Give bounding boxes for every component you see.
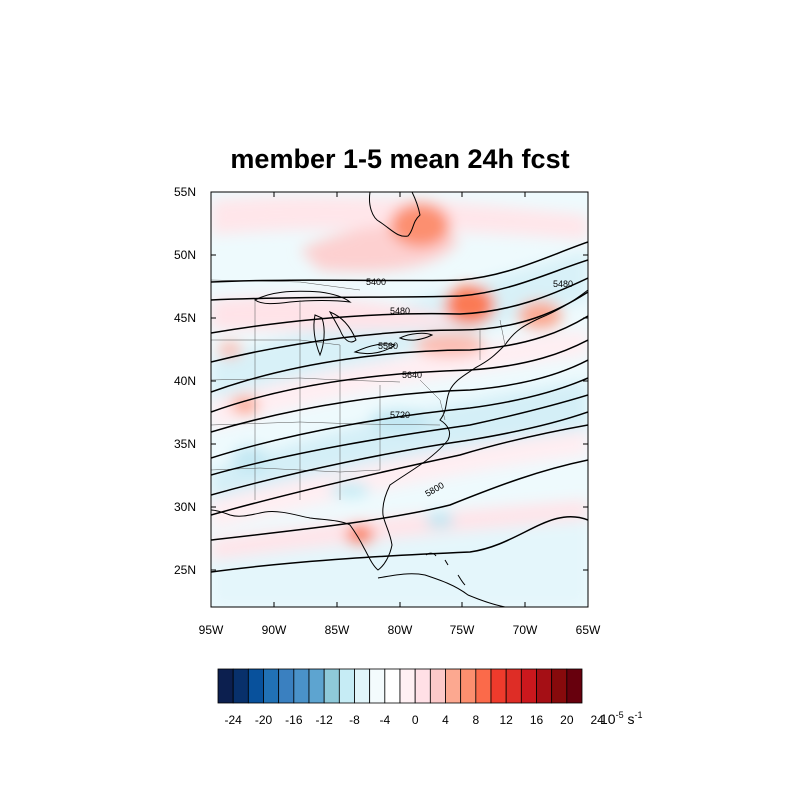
lat-label: 35N: [174, 437, 196, 451]
colorbar-swatch: [384, 668, 401, 704]
colorbar-tick-label: 4: [442, 713, 449, 727]
contour-label: 5720: [390, 410, 410, 420]
colorbar-tick-label: -4: [379, 713, 390, 727]
colorbar-tick-label: 16: [530, 713, 544, 727]
colorbar-swatch: [232, 668, 249, 704]
colorbar-swatch: [505, 668, 522, 704]
lat-label: 40N: [174, 374, 196, 388]
colorbar-swatch: [566, 668, 583, 704]
colorbar-tick-label: 8: [472, 713, 479, 727]
contour-label: 5480: [390, 306, 410, 316]
colorbar-units: 10-5 s-1: [600, 710, 643, 727]
colorbar-swatch: [536, 668, 553, 704]
lat-label: 25N: [174, 563, 196, 577]
colorbar-tick-label: -24: [224, 713, 242, 727]
colorbar-swatch: [308, 668, 325, 704]
colorbar-tick-label: -12: [315, 713, 333, 727]
colorbar-tick-label: -20: [255, 713, 273, 727]
lat-label: 55N: [174, 185, 196, 199]
vorticity-shading: [211, 192, 588, 607]
lon-label: 80W: [388, 623, 413, 637]
colorbar-swatch: [490, 668, 507, 704]
lon-label: 65W: [576, 623, 601, 637]
colorbar-swatch: [323, 668, 340, 704]
colorbar-swatch: [460, 668, 477, 704]
latitude-axis: [211, 191, 588, 571]
lon-label: 70W: [513, 623, 538, 637]
colorbar-swatch: [520, 668, 537, 704]
colorbar-swatch: [551, 668, 568, 704]
colorbar-swatch: [247, 668, 264, 704]
colorbar-tick-label: 0: [412, 713, 419, 727]
colorbar-swatch: [263, 668, 280, 704]
colorbar-swatch: [445, 668, 462, 704]
colorbar-tick-label: 12: [499, 713, 513, 727]
lon-label: 75W: [450, 623, 475, 637]
colorbar-swatch: [369, 668, 386, 704]
lon-label: 95W: [199, 623, 224, 637]
map-title: member 1-5 mean 24h fcst: [230, 144, 570, 174]
height-contours: [211, 241, 588, 573]
colorbar-swatch: [217, 668, 234, 704]
colorbar-tick-label: -8: [349, 713, 360, 727]
colorbar-labels: -24 -20 -16 -12 -8 -4 0 4 8 12 16 20 24: [224, 713, 604, 727]
colorbar-swatch: [278, 668, 295, 704]
contour-label: 5560: [378, 341, 398, 351]
contour-label: 5640: [402, 370, 422, 380]
colorbar-swatch: [475, 668, 492, 704]
lat-label: 45N: [174, 311, 196, 325]
colorbar-swatch: [399, 668, 416, 704]
colorbar-tick-label: 20: [560, 713, 574, 727]
lon-label: 85W: [325, 623, 350, 637]
colorbar: [217, 668, 583, 704]
colorbar-swatch: [354, 668, 371, 704]
contour-label: 5400: [366, 277, 386, 287]
colorbar-swatch: [293, 668, 310, 704]
colorbar-swatch: [429, 668, 446, 704]
colorbar-swatch: [414, 668, 431, 704]
longitude-axis: [210, 192, 589, 607]
colorbar-swatch: [338, 668, 355, 704]
contour-label: 5480: [553, 279, 573, 289]
colorbar-tick-label: -16: [285, 713, 303, 727]
lon-label: 90W: [262, 623, 287, 637]
lat-label: 30N: [174, 500, 196, 514]
lat-label: 50N: [174, 248, 196, 262]
colorbar-tick-label: 24: [590, 713, 604, 727]
